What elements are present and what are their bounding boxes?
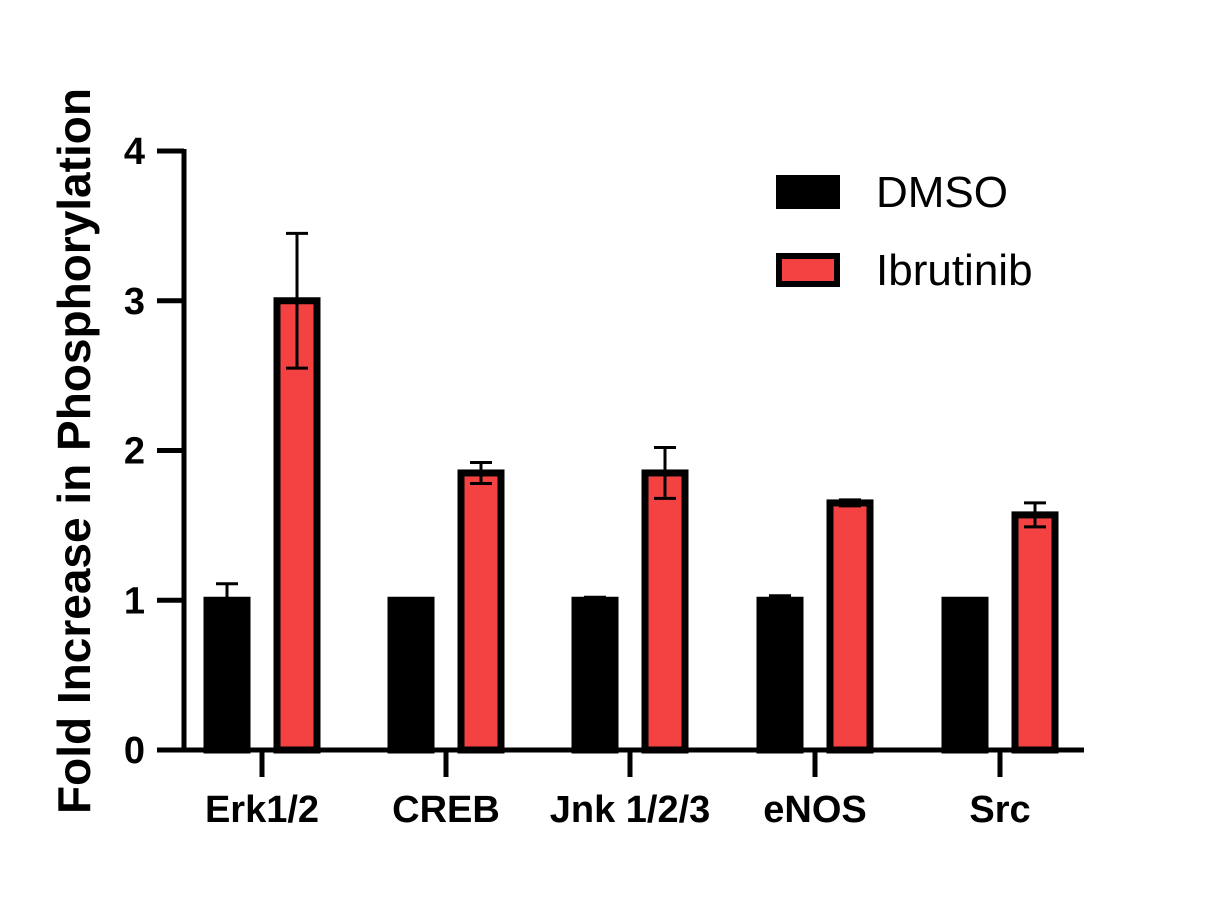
legend: DMSO Ibrutinib <box>776 168 1033 295</box>
bar-ibrutinib-jnk-1-2-3 <box>641 469 689 754</box>
bar-dmso-erk1-2 <box>203 596 251 754</box>
y-tick-label: 3 <box>124 281 145 323</box>
legend-swatch-dmso <box>776 175 840 209</box>
x-tick-label: CREB <box>392 789 500 831</box>
legend-label-dmso: DMSO <box>876 168 1008 217</box>
bar-ibrutinib-enos <box>826 499 874 754</box>
axes <box>181 149 1084 753</box>
bar-dmso-jnk-1-2-3 <box>571 596 619 754</box>
x-tick-label: Jnk 1/2/3 <box>550 789 711 831</box>
y-tick-label: 0 <box>124 730 145 772</box>
y-axis-label: Fold Increase in Phosphorylation <box>48 88 100 814</box>
y-tick-label: 2 <box>124 431 145 473</box>
error-bars <box>216 231 1046 601</box>
bar-ibrutinib-creb <box>457 469 505 754</box>
x-tick-label: Erk1/2 <box>205 789 319 831</box>
bars <box>203 297 1059 754</box>
legend-swatch-ibrutinib <box>776 253 840 287</box>
legend-label-ibrutinib: Ibrutinib <box>876 246 1033 295</box>
y-axis-ticks: 0 1 2 3 4 <box>124 131 184 772</box>
bar-ibrutinib-src <box>1011 511 1059 754</box>
bar-dmso-src <box>941 596 989 754</box>
y-tick-label: 1 <box>124 580 145 622</box>
x-tick-label: eNOS <box>763 789 866 831</box>
x-tick-label: Src <box>969 789 1030 831</box>
y-tick-label: 4 <box>124 131 145 173</box>
x-axis-ticks: Erk1/2 CREB Jnk 1/2/3 eNOS Src <box>205 750 1031 831</box>
bar-dmso-creb <box>387 596 435 754</box>
bar-dmso-enos <box>756 596 804 754</box>
